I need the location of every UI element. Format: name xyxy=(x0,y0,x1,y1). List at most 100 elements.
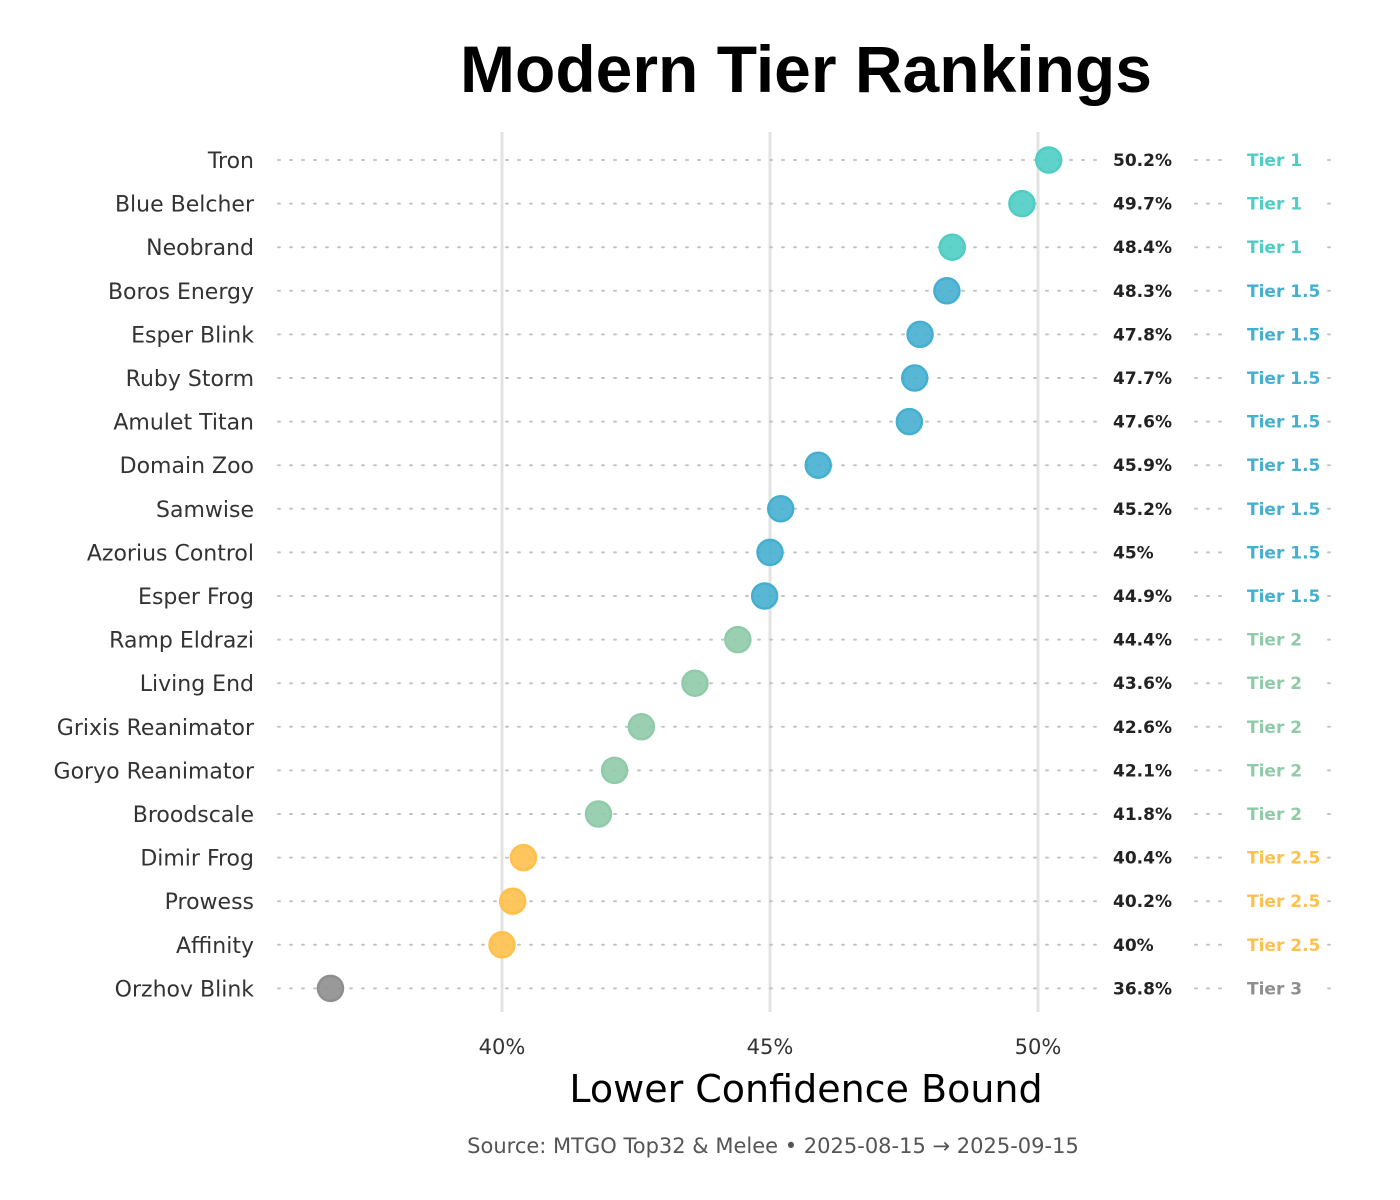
value-label: 41.8% xyxy=(1113,805,1172,825)
table-row: Amulet Titan 47.6% Tier 1.5 xyxy=(113,407,1333,436)
value-label: 42.1% xyxy=(1113,761,1172,781)
table-row: Living End 43.6% Tier 2 xyxy=(140,669,1333,697)
data-point xyxy=(498,887,527,915)
value-label: 45.2% xyxy=(1113,500,1172,520)
data-point xyxy=(895,407,924,436)
table-row: Broodscale 41.8% Tier 2 xyxy=(133,800,1333,828)
data-point xyxy=(756,538,784,567)
source-caption: Source: MTGO Top32 & Melee • 2025-08-15 … xyxy=(467,1134,1079,1158)
deck-label: Prowess xyxy=(165,890,254,915)
deck-label: Ramp Eldrazi xyxy=(109,629,254,654)
tier-label: Tier 1.5 xyxy=(1247,543,1320,563)
value-label: 45% xyxy=(1113,543,1154,563)
tier-label: Tier 1.5 xyxy=(1247,325,1320,345)
tier-label: Tier 1 xyxy=(1247,151,1302,171)
data-point xyxy=(766,495,795,523)
data-point xyxy=(750,582,779,610)
x-axis-ticks: 40% 45% 50% xyxy=(479,1035,1062,1059)
value-label: 40.2% xyxy=(1113,892,1172,912)
value-label: 36.8% xyxy=(1113,979,1172,999)
tier-label: Tier 2 xyxy=(1247,761,1302,781)
table-row: Blue Belcher 49.7% Tier 1 xyxy=(115,189,1333,218)
value-label: 48.3% xyxy=(1113,282,1172,302)
data-point xyxy=(600,756,629,785)
table-row: Esper Blink 47.8% Tier 1.5 xyxy=(131,320,1333,349)
deck-label: Tron xyxy=(207,149,254,174)
deck-label: Ruby Storm xyxy=(126,367,254,392)
x-axis-label: Lower Confidence Bound xyxy=(569,1067,1042,1111)
table-row: Samwise 45.2% Tier 1.5 xyxy=(156,495,1333,523)
data-point xyxy=(488,931,516,959)
tier-label: Tier 3 xyxy=(1247,979,1302,999)
deck-label: Domain Zoo xyxy=(120,454,254,479)
tier-label: Tier 1 xyxy=(1247,238,1302,258)
table-row: Ruby Storm 47.7% Tier 1.5 xyxy=(126,364,1333,392)
deck-label: Azorius Control xyxy=(87,541,254,566)
tier-label: Tier 1.5 xyxy=(1247,500,1320,520)
data-point xyxy=(1008,189,1036,218)
value-label: 44.4% xyxy=(1113,631,1172,651)
tier-label: Tier 1.5 xyxy=(1247,587,1320,607)
table-row: Tron 50.2% Tier 1 xyxy=(207,146,1333,174)
data-point xyxy=(804,451,832,479)
table-row: Esper Frog 44.9% Tier 1.5 xyxy=(138,582,1333,610)
tier-label: Tier 1.5 xyxy=(1247,282,1320,302)
x-tick-label: 40% xyxy=(479,1035,526,1059)
value-label: 50.2% xyxy=(1113,151,1172,171)
table-row: Orzhov Blink 36.8% Tier 3 xyxy=(115,974,1333,1003)
value-label: 45.9% xyxy=(1113,456,1172,476)
value-label: 43.6% xyxy=(1113,674,1172,694)
deck-label: Esper Blink xyxy=(131,323,254,348)
chart-title: Modern Tier Rankings xyxy=(460,32,1152,106)
deck-label: Broodscale xyxy=(133,803,254,828)
gridlines xyxy=(500,132,1040,1012)
table-row: Prowess 40.2% Tier 2.5 xyxy=(165,887,1333,915)
data-point xyxy=(906,320,934,349)
table-row: Dimir Frog 40.4% Tier 2.5 xyxy=(140,843,1333,872)
table-row: Ramp Eldrazi 44.4% Tier 2 xyxy=(109,625,1333,654)
tier-label: Tier 2.5 xyxy=(1247,936,1320,956)
value-label: 47.7% xyxy=(1113,369,1172,389)
deck-label: Esper Frog xyxy=(138,585,254,610)
deck-label: Amulet Titan xyxy=(113,411,254,436)
value-label: 47.8% xyxy=(1113,325,1172,345)
deck-label: Boros Energy xyxy=(108,280,254,305)
table-row: Goryo Reanimator 42.1% Tier 2 xyxy=(54,756,1333,785)
x-tick-label: 50% xyxy=(1015,1035,1062,1059)
deck-label: Affinity xyxy=(176,934,254,959)
data-point xyxy=(900,364,929,392)
deck-label: Goryo Reanimator xyxy=(54,759,255,784)
data-point xyxy=(509,843,538,872)
data-point xyxy=(933,277,961,305)
deck-label: Blue Belcher xyxy=(115,193,255,218)
deck-label: Orzhov Blink xyxy=(115,977,255,1002)
tier-label: Tier 1.5 xyxy=(1247,369,1320,389)
value-label: 44.9% xyxy=(1113,587,1172,607)
tier-label: Tier 2 xyxy=(1247,718,1302,738)
data-point xyxy=(938,233,966,261)
deck-label: Grixis Reanimator xyxy=(57,716,255,741)
table-row: Boros Energy 48.3% Tier 1.5 xyxy=(108,277,1333,305)
value-label: 47.6% xyxy=(1113,413,1172,433)
table-row: Domain Zoo 45.9% Tier 1.5 xyxy=(120,451,1333,479)
value-label: 40% xyxy=(1113,936,1154,956)
data-point xyxy=(681,669,709,697)
tier-label: Tier 1 xyxy=(1247,195,1302,215)
data-point xyxy=(316,974,345,1003)
table-row: Affinity 40% Tier 2.5 xyxy=(176,931,1333,959)
tier-label: Tier 2.5 xyxy=(1247,849,1320,869)
table-row: Azorius Control 45% Tier 1.5 xyxy=(87,538,1333,567)
data-point xyxy=(1034,146,1063,174)
tier-label: Tier 1.5 xyxy=(1247,456,1320,476)
table-row: Grixis Reanimator 42.6% Tier 2 xyxy=(57,713,1333,741)
deck-label: Neobrand xyxy=(146,236,254,261)
value-label: 48.4% xyxy=(1113,238,1172,258)
deck-label: Samwise xyxy=(156,498,254,523)
value-label: 40.4% xyxy=(1113,849,1172,869)
value-label: 42.6% xyxy=(1113,718,1172,738)
tier-label: Tier 2 xyxy=(1247,805,1302,825)
deck-label: Dimir Frog xyxy=(140,847,254,872)
tier-label: Tier 2.5 xyxy=(1247,892,1320,912)
